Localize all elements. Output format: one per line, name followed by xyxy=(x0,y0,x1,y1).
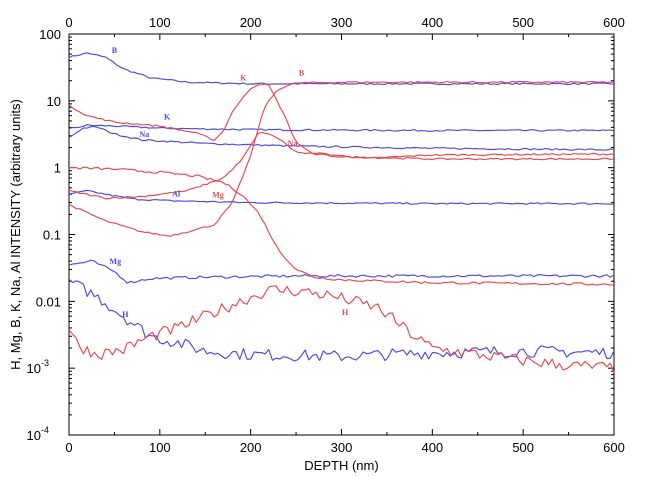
x-tick-label: 500 xyxy=(512,440,534,455)
series-line-b xyxy=(68,80,615,237)
series-annotation: H xyxy=(342,308,349,317)
x-axis-label: DEPTH (nm) xyxy=(304,458,378,473)
x-tick-label: 300 xyxy=(331,440,353,455)
series-annotation: K xyxy=(164,112,171,121)
x-tick-label-top: 600 xyxy=(603,15,625,30)
series-line-h xyxy=(68,285,615,373)
y-axis-label: H, Mg, B, K, Na, Al INTENSITY (arbitrary… xyxy=(8,99,23,370)
y-tick-label: 10-3 xyxy=(27,358,49,376)
x-tick-label: 100 xyxy=(149,440,171,455)
series-line-na xyxy=(68,131,615,200)
y-tick-label: 1 xyxy=(54,161,61,176)
series-annotation: Mg xyxy=(212,190,224,199)
y-tick-label: 10-4 xyxy=(27,425,49,443)
axis-ticks xyxy=(68,33,615,436)
series-annotation: B xyxy=(299,68,305,77)
series-annotation: Mg xyxy=(110,257,122,266)
series-line-na xyxy=(68,125,614,151)
series-line-k xyxy=(68,124,615,132)
series-annotation: Na xyxy=(140,130,150,139)
series-line-b xyxy=(68,52,615,86)
y-tick-label: 10 xyxy=(47,94,61,109)
x-tick-label-top: 200 xyxy=(240,15,262,30)
x-tick-label: 200 xyxy=(240,440,262,455)
series-annotation: K xyxy=(240,74,247,83)
x-tick-label-top: 300 xyxy=(331,15,353,30)
x-tick-label: 400 xyxy=(421,440,443,455)
series-line-al xyxy=(68,189,615,205)
series-annotation: Al xyxy=(172,190,181,199)
series-annotation: H xyxy=(122,310,129,319)
x-tick-label-top: 400 xyxy=(421,15,443,30)
x-tick-label-top: 100 xyxy=(149,15,171,30)
x-tick-label: 0 xyxy=(65,440,72,455)
series-line-k xyxy=(68,83,615,159)
x-tick-label-top: 500 xyxy=(512,15,534,30)
series-annotations: B K Na Al Mg H K B Na Mg H xyxy=(110,46,349,319)
y-tick-label: 0.1 xyxy=(43,228,61,243)
series-line-mg xyxy=(68,259,615,284)
x-tick-label: 600 xyxy=(603,440,625,455)
x-tick-label-top: 0 xyxy=(65,15,72,30)
series-line-h xyxy=(68,278,615,362)
y-tick-label: 100 xyxy=(39,27,61,42)
series-layer xyxy=(68,52,615,373)
series-annotation: B xyxy=(112,46,118,55)
series-annotation: Na xyxy=(288,139,298,148)
y-tick-label: 0.01 xyxy=(36,294,61,309)
plot-frame xyxy=(68,33,615,436)
series-line-mg xyxy=(69,166,615,286)
